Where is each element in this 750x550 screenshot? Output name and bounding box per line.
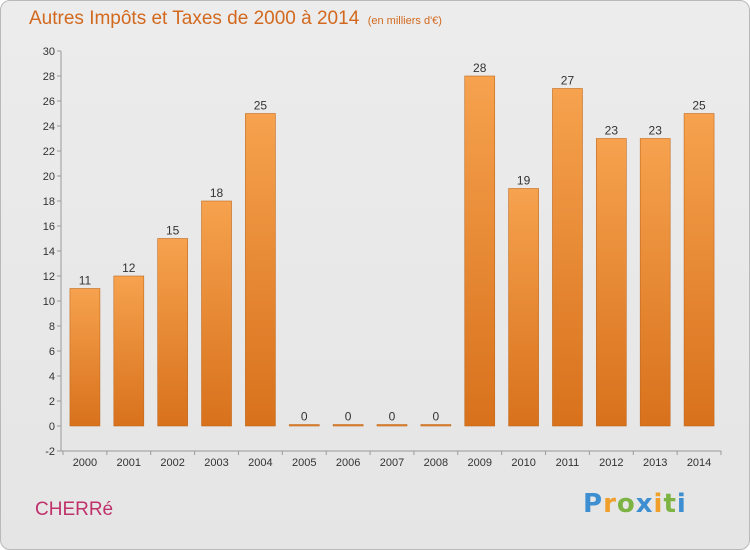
logo-letter: x <box>635 489 654 519</box>
data-label: 15 <box>166 224 180 238</box>
y-tick-label: 6 <box>49 346 55 358</box>
x-tick-label: 2000 <box>73 457 97 469</box>
bar <box>157 238 188 427</box>
y-tick-label: 8 <box>49 321 55 333</box>
x-tick-label: 2003 <box>204 457 228 469</box>
bar <box>420 424 452 427</box>
logo-letter: r <box>603 489 617 519</box>
bar <box>639 138 671 427</box>
data-label: 23 <box>649 124 663 138</box>
y-tick-label: 24 <box>43 121 55 133</box>
data-label: 0 <box>389 410 396 424</box>
title-main: Autres Impôts et Taxes de 2000 à 2014 <box>29 8 360 29</box>
chart-title: Autres Impôts et Taxes de 2000 à 2014 (e… <box>29 8 442 30</box>
x-tick-label: 2008 <box>424 457 448 469</box>
bar <box>376 424 408 427</box>
x-tick-label: 2002 <box>160 457 184 469</box>
y-tick-label: 0 <box>49 421 55 433</box>
y-tick-label: 30 <box>43 46 55 58</box>
y-tick-label: 4 <box>49 371 55 383</box>
x-tick-label: 2010 <box>511 457 535 469</box>
logo-letter: i <box>653 489 664 519</box>
logo-letter: t <box>663 489 677 519</box>
x-tick-label: 2007 <box>380 457 404 469</box>
data-label: 18 <box>210 186 224 200</box>
data-label: 28 <box>473 61 487 75</box>
y-tick-label: 20 <box>43 171 55 183</box>
x-tick-label: 2004 <box>248 457 272 469</box>
y-tick-label: 12 <box>43 271 55 283</box>
data-label: 23 <box>605 124 619 138</box>
title-unit: (en milliers d'€) <box>367 15 442 27</box>
logo-letter: i <box>676 489 687 519</box>
x-tick-label: 2013 <box>643 457 667 469</box>
x-tick-label: 2001 <box>117 457 141 469</box>
y-tick-label: 14 <box>43 246 55 258</box>
x-tick-label: 2006 <box>336 457 360 469</box>
data-label: 19 <box>517 174 531 188</box>
y-tick-label: 28 <box>43 71 55 83</box>
y-tick-label: 18 <box>43 196 55 208</box>
bar <box>201 200 232 427</box>
bar <box>552 88 583 427</box>
bar <box>69 288 101 427</box>
bar <box>332 424 364 427</box>
y-tick-label: 26 <box>43 96 55 108</box>
x-tick-label: 2009 <box>467 457 491 469</box>
x-tick-label: 2011 <box>556 457 580 469</box>
y-tick-label: 16 <box>43 221 55 233</box>
bar <box>596 138 627 427</box>
data-label: 12 <box>122 261 136 275</box>
logo-letter: o <box>616 489 636 519</box>
y-tick-label: 22 <box>43 146 55 158</box>
data-label: 11 <box>79 274 92 288</box>
data-label: 0 <box>301 410 308 424</box>
data-label: 0 <box>345 410 352 424</box>
data-label: 25 <box>692 99 706 113</box>
bar <box>288 424 320 427</box>
x-tick-label: 2005 <box>292 457 316 469</box>
logo-letter: P <box>583 489 604 519</box>
bar <box>508 188 539 427</box>
x-tick-label: 2014 <box>687 457 711 469</box>
bar <box>113 275 145 427</box>
y-tick-label: -2 <box>45 446 55 458</box>
proxiti-logo[interactable]: Proxiti <box>583 489 687 519</box>
data-label: 25 <box>254 99 268 113</box>
y-tick-label: 2 <box>49 396 55 408</box>
data-label: 0 <box>433 410 440 424</box>
y-tick-label: 10 <box>43 296 55 308</box>
commune-name: CHERRé <box>35 499 114 520</box>
bar <box>464 75 496 427</box>
data-label: 27 <box>561 74 575 88</box>
x-tick-label: 2012 <box>599 457 623 469</box>
bar <box>245 113 276 427</box>
bar <box>683 113 715 427</box>
